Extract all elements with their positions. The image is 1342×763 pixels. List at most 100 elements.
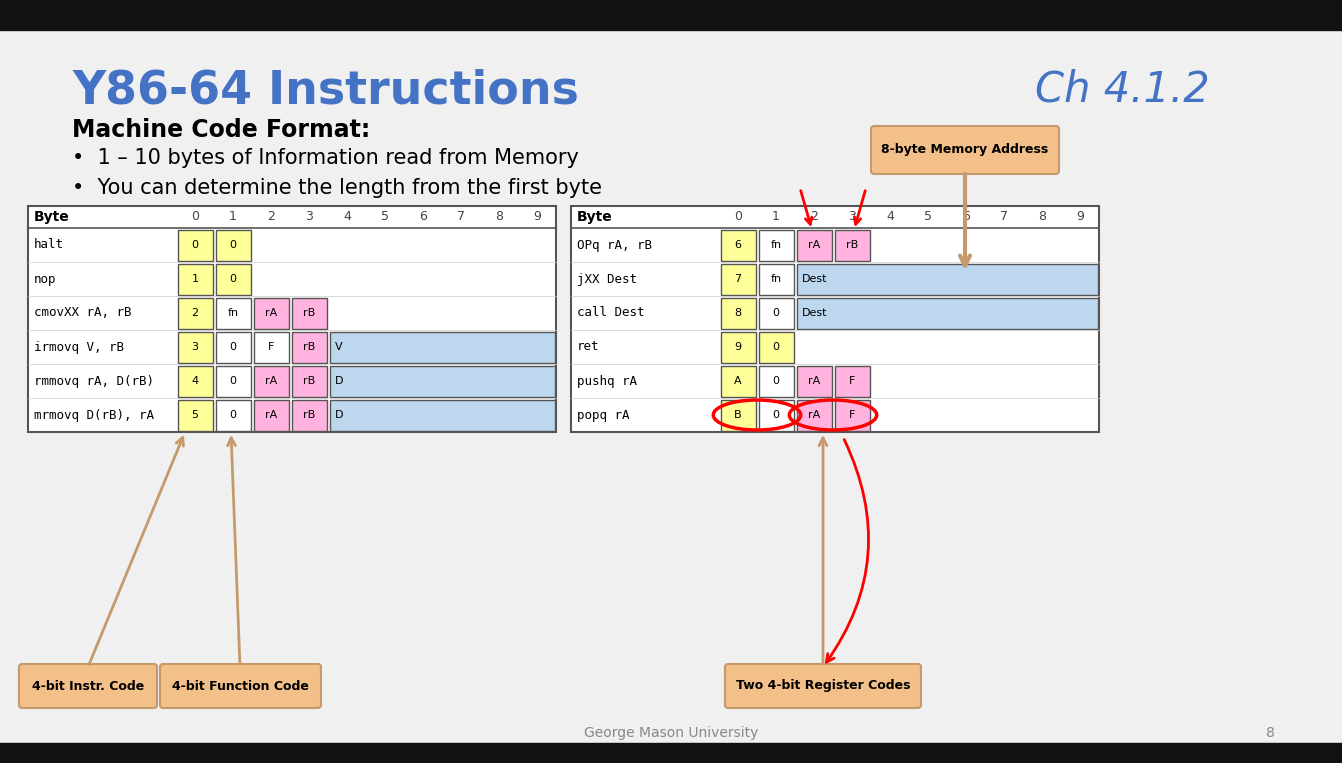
Text: F: F (268, 342, 274, 352)
Text: 0: 0 (229, 376, 236, 386)
Bar (721, 263, 756, 295)
Text: 3: 3 (192, 342, 199, 352)
Text: F: F (848, 376, 855, 386)
Text: rB: rB (845, 240, 858, 250)
Text: rB: rB (303, 410, 315, 420)
Text: 9: 9 (1076, 211, 1084, 224)
Bar (758, 400, 793, 430)
Text: B: B (734, 410, 742, 420)
Text: •  1 – 10 bytes of Information read from Memory: • 1 – 10 bytes of Information read from … (72, 148, 578, 168)
Text: fn: fn (770, 274, 781, 284)
Bar (254, 365, 289, 397)
Text: 8: 8 (1037, 211, 1045, 224)
Text: 5: 5 (192, 410, 199, 420)
Bar (721, 230, 756, 260)
Bar (216, 365, 251, 397)
Text: 0: 0 (773, 308, 780, 318)
Text: 8: 8 (1266, 726, 1275, 740)
Text: 0: 0 (229, 240, 236, 250)
Bar (835, 230, 870, 260)
Text: 4: 4 (192, 376, 199, 386)
Text: Dest: Dest (801, 274, 827, 284)
Text: 1: 1 (229, 211, 238, 224)
Text: 8: 8 (734, 308, 742, 318)
Bar (291, 365, 326, 397)
Text: Byte: Byte (34, 210, 70, 224)
FancyBboxPatch shape (725, 664, 921, 708)
Text: irmovq V, rB: irmovq V, rB (34, 340, 123, 353)
Text: rA: rA (808, 376, 820, 386)
Text: 9: 9 (533, 211, 541, 224)
Bar (216, 263, 251, 295)
Text: 1: 1 (772, 211, 780, 224)
Text: F: F (848, 410, 855, 420)
Bar (0, 0, 1342, 30)
Text: 4-bit Instr. Code: 4-bit Instr. Code (32, 680, 144, 693)
Text: rA: rA (808, 240, 820, 250)
Bar (570, 206, 1099, 432)
Bar (721, 298, 756, 329)
Text: rB: rB (303, 376, 315, 386)
Text: 6: 6 (419, 211, 427, 224)
Bar (330, 365, 554, 397)
Bar (797, 263, 1098, 295)
Text: 0: 0 (773, 410, 780, 420)
Bar (758, 331, 793, 362)
Bar (758, 263, 793, 295)
Text: popq rA: popq rA (577, 408, 629, 421)
Text: 7: 7 (458, 211, 464, 224)
Bar (216, 331, 251, 362)
Text: rA: rA (264, 376, 278, 386)
Text: fn: fn (227, 308, 239, 318)
Text: 8: 8 (495, 211, 503, 224)
Bar (797, 298, 1098, 329)
FancyBboxPatch shape (19, 664, 157, 708)
Bar (797, 365, 832, 397)
Text: 4: 4 (344, 211, 352, 224)
Text: 4-bit Function Code: 4-bit Function Code (172, 680, 309, 693)
Text: 3: 3 (848, 211, 856, 224)
Bar (216, 230, 251, 260)
Text: 2: 2 (267, 211, 275, 224)
Bar (721, 400, 756, 430)
Text: 3: 3 (305, 211, 313, 224)
Text: Ch 4.1.2: Ch 4.1.2 (1035, 68, 1209, 110)
Text: rA: rA (808, 410, 820, 420)
Text: •  You can determine the length from the first byte: • You can determine the length from the … (72, 178, 603, 198)
FancyBboxPatch shape (160, 664, 321, 708)
Text: jXX Dest: jXX Dest (577, 272, 637, 285)
Bar (291, 400, 326, 430)
Text: cmovXX rA, rB: cmovXX rA, rB (34, 307, 132, 320)
Text: fn: fn (770, 240, 781, 250)
Text: 0: 0 (191, 211, 199, 224)
Text: D: D (334, 410, 344, 420)
Text: 7: 7 (734, 274, 742, 284)
Text: pushq rA: pushq rA (577, 375, 637, 388)
Text: halt: halt (34, 239, 64, 252)
Text: 1: 1 (192, 274, 199, 284)
Bar (28, 206, 556, 432)
Bar (254, 298, 289, 329)
Bar (216, 298, 251, 329)
Text: rmmovq rA, D(rB): rmmovq rA, D(rB) (34, 375, 154, 388)
Text: 8-byte Memory Address: 8-byte Memory Address (882, 143, 1048, 156)
Bar (291, 331, 326, 362)
Text: Byte: Byte (577, 210, 613, 224)
Text: 5: 5 (925, 211, 931, 224)
Bar (254, 331, 289, 362)
Bar (216, 400, 251, 430)
Bar (0, 743, 1342, 763)
Text: Y86-64 Instructions: Y86-64 Instructions (72, 68, 578, 113)
Text: rA: rA (264, 308, 278, 318)
Text: 0: 0 (773, 342, 780, 352)
Text: ret: ret (577, 340, 600, 353)
Text: 7: 7 (1000, 211, 1008, 224)
Bar (177, 230, 212, 260)
FancyBboxPatch shape (871, 126, 1059, 174)
Bar (177, 298, 212, 329)
Text: 0: 0 (229, 342, 236, 352)
Text: 2: 2 (811, 211, 817, 224)
Bar (758, 365, 793, 397)
Text: 4: 4 (886, 211, 894, 224)
Bar (797, 230, 832, 260)
